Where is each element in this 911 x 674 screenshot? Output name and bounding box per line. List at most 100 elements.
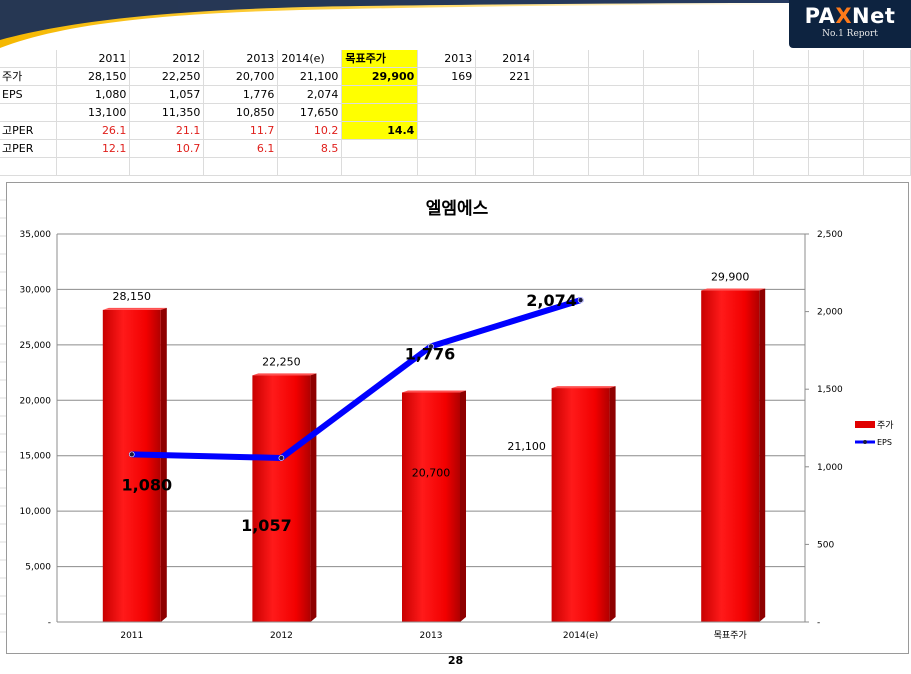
chart-area[interactable]: 엘엠에스 - 5,000 10,000 15,000 20,000 25,000 30,00… [6,182,909,654]
sheet-cell[interactable] [863,139,911,158]
sheet-cell[interactable]: 26.1 [56,121,131,140]
sheet-cell[interactable] [203,157,279,176]
sheet-cell[interactable]: 17,650 [277,103,343,122]
sheet-cell[interactable] [863,67,911,86]
sheet-cell[interactable] [417,85,477,104]
sheet-cell[interactable] [341,103,419,122]
sheet-cell[interactable]: 12.1 [56,139,131,158]
sheet-cell[interactable] [341,139,419,158]
sheet-cell[interactable]: 1,776 [203,85,279,104]
sheet-cell[interactable] [643,50,700,68]
sheet-cell[interactable] [808,157,864,176]
sheet-cell[interactable]: 22,250 [129,67,205,86]
sheet-cell[interactable] [341,157,419,176]
sheet-cell[interactable] [698,103,755,122]
sheet-cell[interactable] [753,103,810,122]
sheet-cell[interactable] [533,121,590,140]
sheet-cell[interactable] [698,67,755,86]
sheet-cell[interactable] [533,67,590,86]
sheet-cell[interactable]: 10.2 [277,121,343,140]
sheet-cell[interactable] [808,50,864,68]
sheet-cell[interactable] [753,121,810,140]
sheet-cell[interactable]: 2014 [475,50,535,68]
sheet-cell[interactable]: 11,350 [129,103,205,122]
sheet-cell[interactable] [475,85,535,104]
sheet-cell[interactable] [0,157,58,176]
sheet-cell[interactable]: 169 [417,67,477,86]
sheet-cell[interactable]: 11.7 [203,121,279,140]
sheet-cell[interactable] [863,50,911,68]
sheet-cell[interactable] [808,121,864,140]
sheet-cell[interactable]: 2013 [417,50,477,68]
sheet-cell[interactable] [808,67,864,86]
sheet-cell[interactable] [643,67,700,86]
sheet-cell[interactable] [808,85,864,104]
sheet-cell[interactable] [588,121,645,140]
sheet-cell[interactable] [588,50,645,68]
sheet-cell[interactable] [0,50,58,68]
sheet-cell[interactable]: EPS [0,85,58,104]
sheet-cell[interactable] [753,50,810,68]
sheet-cell[interactable] [753,157,810,176]
sheet-cell[interactable] [643,121,700,140]
sheet-cell[interactable]: 21,100 [277,67,343,86]
sheet-cell[interactable] [863,103,911,122]
sheet-cell[interactable] [643,139,700,158]
sheet-cell-target-price[interactable]: 29,900 [341,67,419,86]
sheet-cell[interactable] [475,157,535,176]
sheet-cell[interactable] [588,139,645,158]
sheet-cell[interactable] [698,157,755,176]
sheet-cell[interactable]: 2,074 [277,85,343,104]
sheet-cell[interactable] [341,85,419,104]
sheet-cell[interactable] [588,103,645,122]
sheet-cell[interactable] [417,139,477,158]
sheet-cell[interactable] [533,139,590,158]
sheet-cell[interactable] [863,121,911,140]
sheet-cell[interactable] [533,157,590,176]
sheet-cell[interactable]: 1,057 [129,85,205,104]
sheet-cell[interactable] [588,67,645,86]
sheet-cell[interactable] [808,103,864,122]
sheet-cell[interactable] [753,139,810,158]
sheet-cell[interactable]: 21.1 [129,121,205,140]
sheet-cell[interactable] [698,50,755,68]
sheet-cell[interactable]: 고PER [0,139,58,158]
sheet-cell[interactable]: 6.1 [203,139,279,158]
sheet-cell[interactable]: 20,700 [203,67,279,86]
sheet-cell[interactable] [698,139,755,158]
sheet-cell[interactable] [56,157,131,176]
sheet-cell[interactable] [753,67,810,86]
sheet-cell[interactable]: 8.5 [277,139,343,158]
sheet-cell[interactable] [0,103,58,122]
sheet-cell[interactable]: 13,100 [56,103,131,122]
sheet-cell[interactable] [417,103,477,122]
sheet-cell[interactable] [475,121,535,140]
sheet-cell[interactable]: 10,850 [203,103,279,122]
sheet-cell[interactable]: 2011 [56,50,131,68]
sheet-cell[interactable]: 221 [475,67,535,86]
sheet-cell[interactable]: 2014(e) [277,50,343,68]
sheet-cell-target-per[interactable]: 14.4 [341,121,419,140]
sheet-cell[interactable] [475,103,535,122]
sheet-cell[interactable] [698,85,755,104]
sheet-cell[interactable] [588,85,645,104]
sheet-cell[interactable] [129,157,205,176]
sheet-cell[interactable] [808,139,864,158]
sheet-cell[interactable]: 10.7 [129,139,205,158]
sheet-cell[interactable] [475,139,535,158]
sheet-cell[interactable]: 2012 [129,50,205,68]
sheet-cell[interactable] [533,85,590,104]
sheet-cell-target-header[interactable]: 목표주가 [341,50,419,68]
sheet-cell[interactable] [277,157,343,176]
sheet-cell[interactable]: 고PER [0,121,58,140]
sheet-cell[interactable] [698,121,755,140]
sheet-cell[interactable]: 주가 [0,67,58,86]
sheet-cell[interactable] [643,103,700,122]
sheet-cell[interactable] [753,85,810,104]
sheet-cell[interactable]: 2013 [203,50,279,68]
sheet-cell[interactable]: 1,080 [56,85,131,104]
sheet-cell[interactable] [533,103,590,122]
sheet-cell[interactable] [643,157,700,176]
sheet-cell[interactable] [863,85,911,104]
sheet-cell[interactable] [863,157,911,176]
